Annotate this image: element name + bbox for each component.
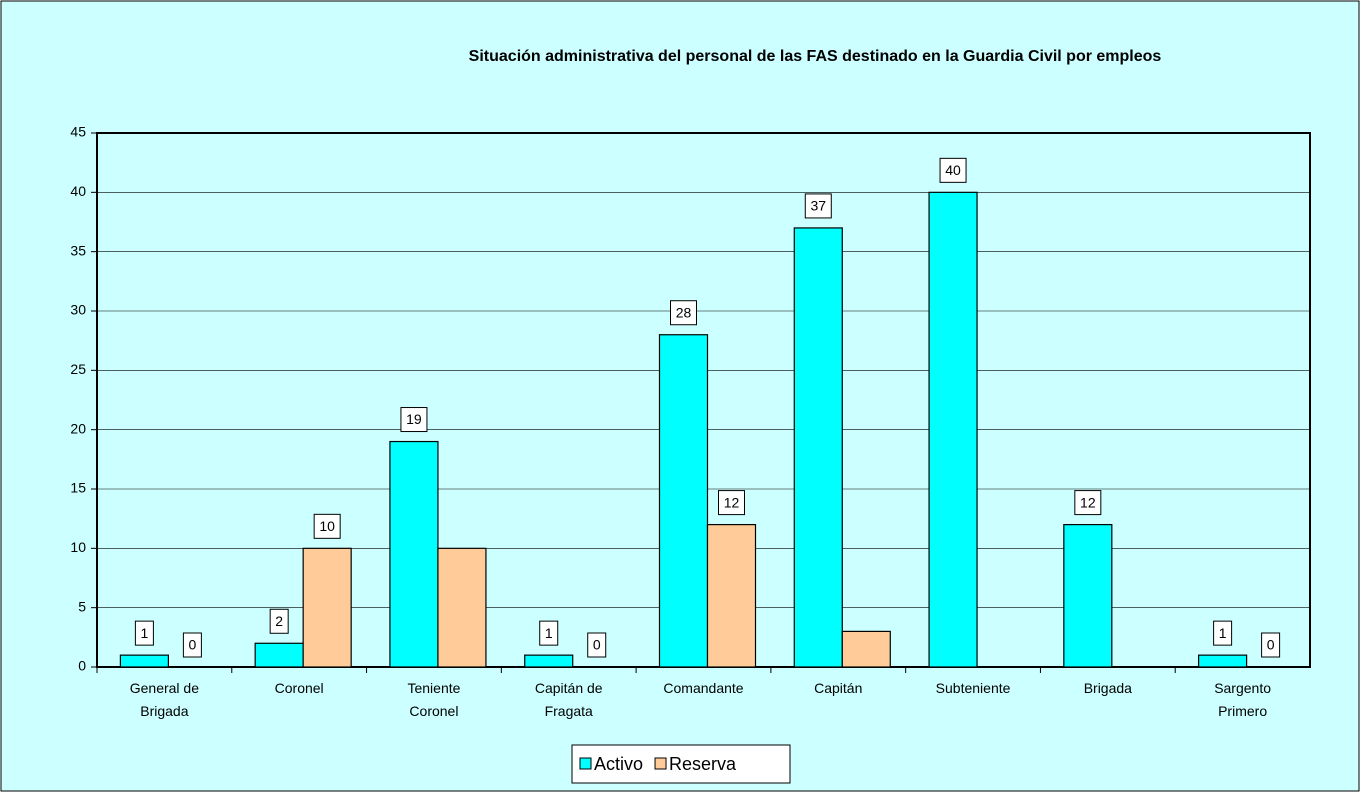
x-tick-label: Sargento Primero <box>1214 680 1272 719</box>
data-label: 2 <box>275 613 283 629</box>
y-tick-label: 40 <box>70 183 86 199</box>
x-tick-label: Coronel <box>274 680 324 696</box>
bar <box>389 440 439 668</box>
legend-label: Reserva <box>669 754 737 774</box>
data-label-box <box>134 620 154 646</box>
x-tick-label: Capitán de Fragata <box>534 680 603 719</box>
bar <box>254 642 304 668</box>
bar <box>658 334 709 668</box>
data-label: 1 <box>545 625 553 641</box>
y-tick-label: 20 <box>70 420 86 436</box>
x-tick-label: General de Brigada <box>129 680 200 719</box>
data-label: 12 <box>724 494 740 510</box>
data-label: 28 <box>676 304 692 320</box>
x-tick-label: Comandante <box>663 680 744 696</box>
data-label-box <box>313 513 341 539</box>
bar <box>524 654 574 668</box>
x-tick-label: Teniente Coronel <box>407 680 461 719</box>
legend-label: Activo <box>594 754 643 774</box>
y-tick-label: 15 <box>70 480 86 496</box>
data-label: 40 <box>945 162 961 178</box>
x-tick-label: Subteniente <box>935 680 1011 696</box>
data-label-box <box>400 407 428 433</box>
bar <box>437 547 487 668</box>
y-tick-label: 0 <box>78 658 86 674</box>
bar <box>1063 523 1113 668</box>
bar <box>928 191 978 668</box>
data-label-box <box>182 632 202 658</box>
bar <box>793 227 843 668</box>
data-label: 19 <box>406 411 422 427</box>
x-tick-label: Capitán <box>814 680 863 696</box>
data-label: 0 <box>1267 637 1275 653</box>
x-tick-label: Brigada <box>1083 680 1132 696</box>
data-label-box <box>1261 632 1281 658</box>
bar <box>1198 654 1248 668</box>
bar <box>302 547 352 668</box>
y-tick-label: 35 <box>70 242 86 258</box>
data-label: 0 <box>188 637 196 653</box>
data-label-box <box>587 632 607 658</box>
data-label-box <box>670 300 697 326</box>
data-label: 12 <box>1080 494 1096 510</box>
y-tick-label: 45 <box>70 124 86 140</box>
data-label-box <box>804 193 832 219</box>
data-label: 1 <box>1219 625 1227 641</box>
legend-swatch <box>579 757 592 770</box>
data-label-box <box>539 620 559 646</box>
legend-swatch <box>654 757 667 770</box>
legend-box <box>571 744 791 784</box>
data-label-box <box>1074 490 1102 516</box>
data-label-box <box>939 157 967 183</box>
y-tick-label: 10 <box>70 539 86 555</box>
y-tick-label: 25 <box>70 361 86 377</box>
bar <box>119 654 169 668</box>
data-label-box <box>1213 620 1233 646</box>
bar <box>706 523 757 668</box>
data-label-box <box>269 608 289 634</box>
data-label: 1 <box>140 625 148 641</box>
y-tick-label: 5 <box>78 598 86 614</box>
bar <box>841 630 891 668</box>
data-label-box <box>718 490 745 516</box>
chart-title: Situación administrativa del personal de… <box>469 48 1162 65</box>
y-tick-label: 30 <box>70 302 86 318</box>
data-label: 37 <box>810 198 826 214</box>
data-label: 10 <box>319 518 335 534</box>
data-label: 0 <box>593 637 601 653</box>
